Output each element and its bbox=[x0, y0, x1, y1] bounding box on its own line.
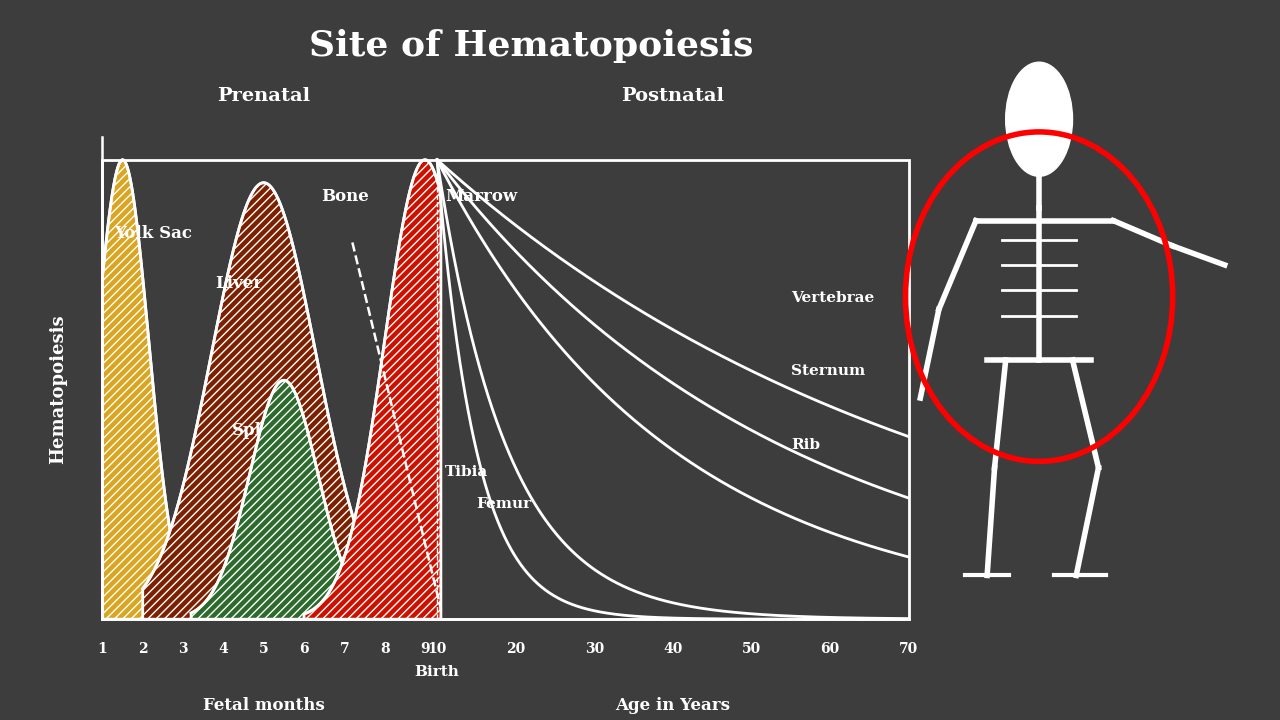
Polygon shape bbox=[191, 380, 393, 619]
Text: Site of Hematopoiesis: Site of Hematopoiesis bbox=[308, 29, 754, 63]
Text: Prenatal: Prenatal bbox=[218, 86, 310, 104]
Text: 2: 2 bbox=[138, 642, 147, 656]
Text: Spleen: Spleen bbox=[232, 423, 294, 439]
Text: Vertebrae: Vertebrae bbox=[791, 291, 874, 305]
Text: 30: 30 bbox=[585, 642, 604, 656]
Text: Bone: Bone bbox=[321, 188, 369, 205]
Text: 10: 10 bbox=[428, 642, 447, 656]
Circle shape bbox=[1006, 62, 1073, 176]
Polygon shape bbox=[143, 183, 425, 619]
Text: 3: 3 bbox=[178, 642, 188, 656]
Text: Marrow: Marrow bbox=[445, 188, 517, 205]
Text: Rib: Rib bbox=[791, 438, 820, 451]
Polygon shape bbox=[305, 160, 440, 619]
Text: Age in Years: Age in Years bbox=[616, 697, 731, 714]
Text: Birth: Birth bbox=[415, 665, 460, 679]
Text: 8: 8 bbox=[380, 642, 389, 656]
Text: 50: 50 bbox=[742, 642, 762, 656]
Text: 70: 70 bbox=[899, 642, 919, 656]
Text: 4: 4 bbox=[219, 642, 228, 656]
Text: Liver: Liver bbox=[215, 276, 262, 292]
Text: Hematopoiesis: Hematopoiesis bbox=[49, 315, 67, 464]
Text: 5: 5 bbox=[259, 642, 269, 656]
Text: 60: 60 bbox=[820, 642, 840, 656]
Text: 6: 6 bbox=[300, 642, 308, 656]
Text: Postnatal: Postnatal bbox=[621, 86, 724, 104]
Text: 40: 40 bbox=[663, 642, 682, 656]
Polygon shape bbox=[82, 160, 224, 619]
Text: Yolk Sac: Yolk Sac bbox=[114, 225, 192, 242]
Text: Sternum: Sternum bbox=[791, 364, 865, 378]
Text: 9: 9 bbox=[420, 642, 430, 656]
Text: Femur: Femur bbox=[476, 498, 531, 511]
Text: 1: 1 bbox=[97, 642, 108, 656]
Text: 20: 20 bbox=[506, 642, 525, 656]
Text: Tibia: Tibia bbox=[445, 465, 488, 480]
Text: 7: 7 bbox=[339, 642, 349, 656]
Text: Fetal months: Fetal months bbox=[202, 697, 325, 714]
